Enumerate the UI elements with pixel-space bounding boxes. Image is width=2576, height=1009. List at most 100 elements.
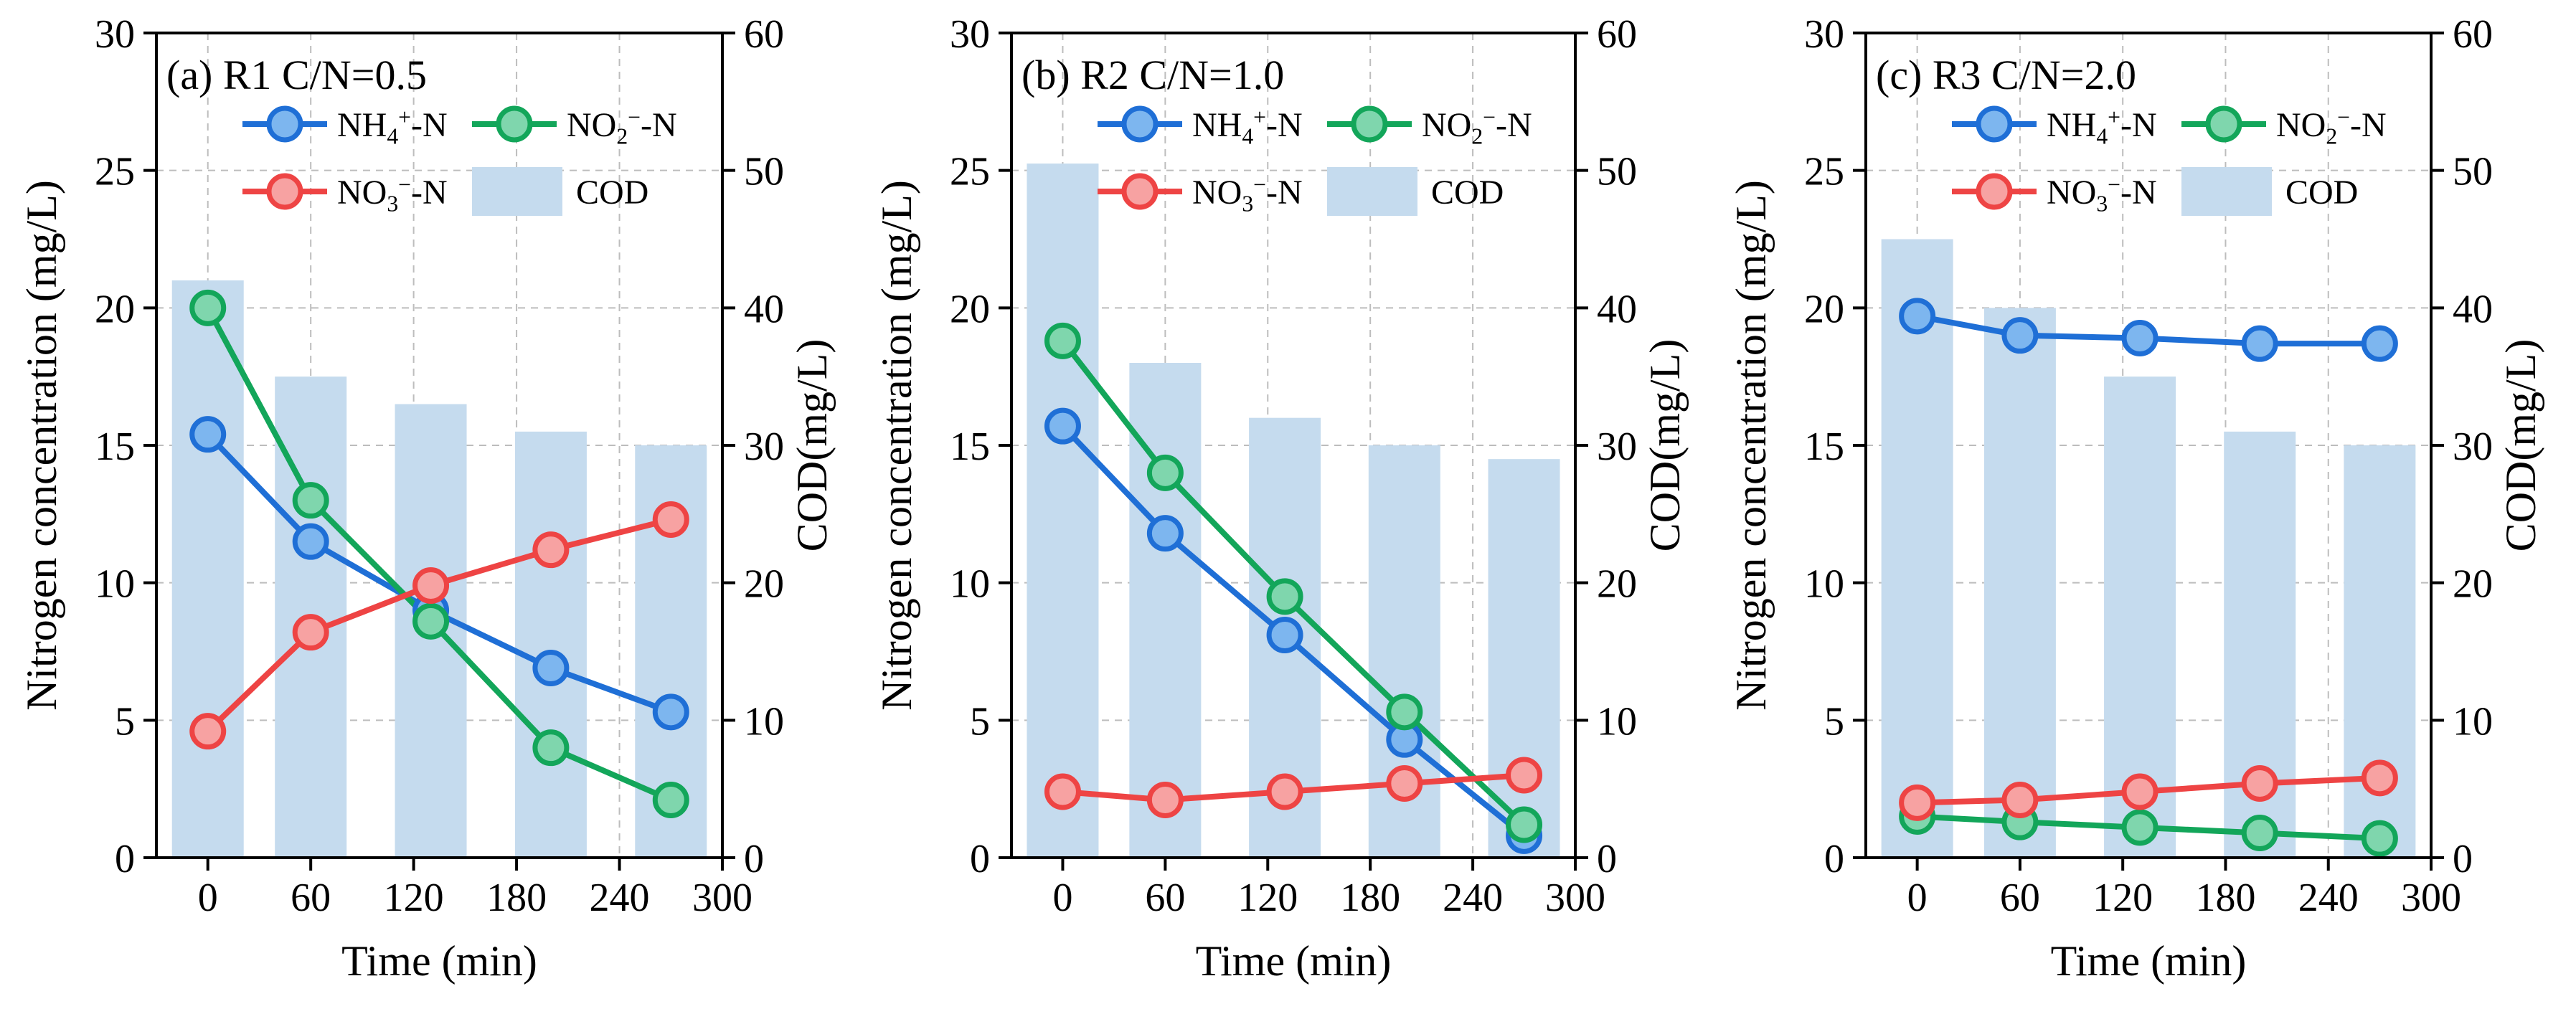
y-left-tick-label: 20 bbox=[1804, 287, 1844, 331]
legend-label-no2: NO2−-N bbox=[2276, 105, 2387, 148]
legend-swatch-cod bbox=[472, 167, 562, 216]
x-tick-label: 120 bbox=[2093, 876, 2153, 920]
legend-label-cod: COD bbox=[2285, 174, 2358, 212]
x-tick-label: 180 bbox=[2195, 876, 2255, 920]
x-axis-label: Time (min) bbox=[2051, 937, 2247, 985]
data-point-nh4 bbox=[1899, 298, 1936, 335]
y-left-tick-label: 30 bbox=[950, 12, 990, 57]
legend-label-no3: NO3−-N bbox=[337, 172, 448, 216]
panel-1: 0 60 120 180 240 3000510152025300102030405060… bbox=[18, 12, 836, 985]
data-point-no3 bbox=[2361, 759, 2398, 797]
y-right-tick-label: 40 bbox=[1597, 287, 1637, 331]
y-left-tick-label: 5 bbox=[970, 699, 990, 744]
x-axis-label: Time (min) bbox=[1196, 937, 1392, 985]
data-point-no2 bbox=[412, 602, 450, 640]
y-right-axis-label: COD(mg/L) bbox=[1641, 339, 1689, 552]
x-axis-label: Time (min) bbox=[341, 937, 537, 985]
legend-marker-nh4 bbox=[266, 105, 303, 143]
data-point-no3 bbox=[1146, 782, 1184, 818]
y-right-tick-label: 60 bbox=[744, 12, 784, 57]
panel-3: 0 60 120 180 240 3000510152025300102030405060… bbox=[1727, 12, 2544, 985]
y-left-tick-label: 0 bbox=[1824, 837, 1844, 881]
y-left-tick-label: 25 bbox=[1804, 150, 1844, 194]
legend-label-no3: NO3−-N bbox=[1192, 172, 1303, 216]
data-point-no2 bbox=[292, 482, 329, 519]
y-right-tick-label: 20 bbox=[744, 562, 784, 607]
y-left-tick-label: 0 bbox=[970, 837, 990, 881]
y-left-tick-label: 5 bbox=[115, 699, 135, 744]
x-tick-label: 0 bbox=[1052, 876, 1072, 920]
y-left-tick-label: 15 bbox=[950, 425, 990, 469]
data-point-no2 bbox=[1266, 578, 1303, 615]
x-tick-label: 60 bbox=[291, 876, 331, 920]
y-left-axis-label: Nitrogen concentration (mg/L) bbox=[18, 180, 65, 711]
x-tick-label: 0 bbox=[198, 876, 218, 920]
cod-bar bbox=[1027, 164, 1099, 858]
x-tick-label: 300 bbox=[692, 876, 752, 920]
y-right-tick-label: 10 bbox=[744, 699, 784, 744]
data-point-no3 bbox=[189, 713, 227, 750]
data-point-nh4 bbox=[2001, 317, 2039, 354]
y-right-tick-label: 30 bbox=[744, 425, 784, 469]
legend-swatch-cod bbox=[2181, 167, 2272, 216]
y-right-tick-label: 0 bbox=[2453, 837, 2473, 881]
data-point-nh4 bbox=[652, 693, 689, 731]
panel-2: 0 60 120 180 240 3000510152025300102030405060… bbox=[873, 12, 1689, 985]
y-right-tick-label: 60 bbox=[2453, 12, 2493, 57]
x-tick-label: 240 bbox=[1443, 876, 1503, 920]
y-right-tick-label: 40 bbox=[744, 287, 784, 331]
x-tick-label: 120 bbox=[1237, 876, 1298, 920]
data-point-no3 bbox=[1506, 757, 1543, 794]
y-left-tick-label: 20 bbox=[95, 287, 135, 331]
legend-marker-no2 bbox=[496, 105, 533, 143]
data-point-no2 bbox=[1386, 693, 1423, 731]
y-right-axis-label: COD(mg/L) bbox=[2497, 339, 2544, 552]
panel-title: (c) R3 C/N=2.0 bbox=[1876, 52, 2136, 98]
y-left-tick-label: 0 bbox=[115, 837, 135, 881]
data-point-no3 bbox=[412, 567, 450, 604]
y-left-axis-label: Nitrogen concentration (mg/L) bbox=[1727, 180, 1775, 711]
data-point-no2 bbox=[652, 782, 689, 818]
legend-marker-no3 bbox=[1976, 173, 2013, 210]
panel-title: (a) R1 C/N=0.5 bbox=[166, 52, 427, 98]
x-tick-label: 240 bbox=[2298, 876, 2359, 920]
data-point-no3 bbox=[2001, 782, 2039, 818]
legend-marker-no3 bbox=[1121, 173, 1159, 210]
data-point-no2 bbox=[532, 729, 570, 767]
legend-label-no3: NO3−-N bbox=[2047, 172, 2157, 216]
legend-marker-no2 bbox=[1351, 105, 1388, 143]
legend-label-no2: NO2−-N bbox=[567, 105, 677, 148]
cod-bar bbox=[171, 280, 244, 858]
data-point-no3 bbox=[652, 501, 689, 538]
x-tick-label: 0 bbox=[1907, 876, 1928, 920]
y-left-tick-label: 30 bbox=[95, 12, 135, 57]
y-right-tick-label: 10 bbox=[1597, 699, 1637, 744]
x-tick-label: 180 bbox=[1340, 876, 1400, 920]
legend: NH4+-N NO2−-N NO3−-N COD bbox=[1098, 105, 1532, 217]
data-point-nh4 bbox=[189, 416, 227, 453]
y-right-tick-label: 0 bbox=[1597, 837, 1617, 881]
data-point-nh4 bbox=[2121, 320, 2159, 356]
x-tick-label: 60 bbox=[2000, 876, 2040, 920]
y-right-tick-label: 40 bbox=[2453, 287, 2493, 331]
legend-label-cod: COD bbox=[576, 174, 648, 212]
legend-marker-nh4 bbox=[1121, 105, 1159, 143]
data-point-no2 bbox=[2241, 815, 2278, 851]
legend-marker-no3 bbox=[266, 173, 303, 210]
data-point-no3 bbox=[1044, 773, 1081, 810]
data-point-nh4 bbox=[2361, 325, 2398, 362]
y-left-tick-label: 10 bbox=[95, 562, 135, 607]
y-right-tick-label: 50 bbox=[2453, 150, 2493, 194]
legend: NH4+-N NO2−-N NO3−-N COD bbox=[1952, 105, 2387, 217]
x-tick-label: 240 bbox=[590, 876, 650, 920]
legend-label-cod: COD bbox=[1431, 174, 1504, 212]
data-point-no3 bbox=[2121, 773, 2159, 810]
data-point-no3 bbox=[2241, 765, 2278, 802]
data-point-no2 bbox=[1506, 806, 1543, 843]
data-point-no2 bbox=[189, 289, 227, 326]
data-point-nh4 bbox=[2241, 325, 2278, 362]
y-left-tick-label: 15 bbox=[1804, 425, 1844, 469]
data-point-nh4 bbox=[292, 523, 329, 560]
x-tick-label: 120 bbox=[384, 876, 444, 920]
